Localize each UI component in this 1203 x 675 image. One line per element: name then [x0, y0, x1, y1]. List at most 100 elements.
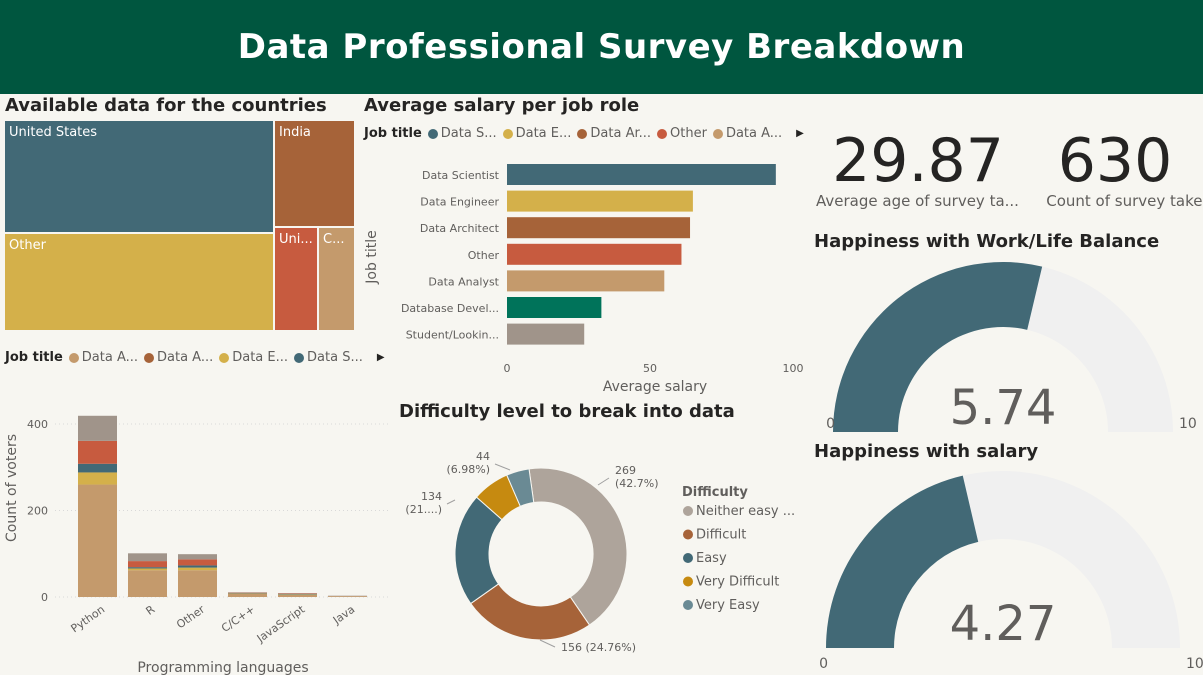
treemap-title: Available data for the countries — [5, 95, 327, 116]
kpi-average-age-value: 29.87 — [832, 126, 1004, 196]
salary-tick-label: 100 — [783, 362, 804, 375]
donut-percent-label: (21....) — [405, 503, 442, 516]
donut-legend-dot — [683, 506, 693, 516]
stacked-bar-segment — [328, 596, 367, 597]
salary-category-label: Data Analyst — [428, 275, 499, 288]
stacked-bar-segment — [78, 440, 117, 464]
treemap-cell-india[interactable]: India — [274, 120, 355, 227]
legend-dot — [427, 128, 438, 139]
stacked-bar-chart: 0 200 400 Python R Other C/C++JavaScript Java Pr… — [4, 415, 390, 675]
gauge-value-label: 5.74 — [950, 380, 1057, 435]
stacked-bar-segment — [228, 593, 267, 597]
stacked-x-axis-title: Programming languages — [137, 660, 308, 675]
legend-label: Data E... — [515, 126, 572, 141]
salary-chart-title: Average salary per job role — [364, 95, 640, 116]
stacked-category-label: Python — [69, 603, 108, 636]
donut-legend-label: Very Easy — [696, 598, 760, 613]
donut-leader-line — [494, 463, 511, 471]
gauge-worklife-title: Happiness with Work/Life Balance — [814, 231, 1160, 252]
stacked-category-label: C/C++ — [219, 603, 257, 635]
legend-dot — [712, 128, 723, 139]
salary-category-label: Database Devel... — [401, 302, 499, 315]
legend-label: Data Ar... — [590, 126, 652, 141]
stacked-bar-segment — [178, 559, 217, 566]
gauge-fill — [826, 475, 979, 648]
gauge-max-label: 10 — [1179, 416, 1197, 432]
stacked-bar-segment — [128, 561, 167, 568]
salary-bar — [507, 323, 585, 345]
donut-value-label: 269 — [615, 464, 636, 477]
salary-y-axis-title: Job title — [364, 230, 380, 284]
stacked-bar-segment — [78, 472, 117, 485]
stacked-chart-legend: Job title Data A... Data A... Data E... … — [5, 350, 385, 365]
page-title: Data Professional Survey Breakdown — [237, 27, 966, 67]
stacked-bar-segment — [178, 554, 217, 560]
legend-item[interactable]: Data A... — [68, 350, 138, 365]
stacked-bar-segment — [178, 565, 217, 568]
stacked-category-label: R — [143, 603, 157, 618]
stacked-bar-segment — [78, 484, 117, 597]
stacked-category-label: Java — [330, 603, 357, 628]
legend-item[interactable]: Data S... — [294, 350, 363, 365]
gauge-min-label: 0 — [819, 656, 828, 672]
salary-bar-chart: Data Scientist Data Engineer Data Architec… — [364, 164, 804, 395]
stacked-bar-segment — [128, 553, 167, 562]
treemap-cell-c[interactable]: C... — [318, 227, 355, 331]
gauge-worklife: 5.74 0 10 — [826, 261, 1197, 435]
salary-category-label: Student/Lookin... — [406, 329, 499, 342]
gauge-salary: 4.27 0 10 — [819, 471, 1203, 672]
gauge-fill — [833, 261, 1043, 432]
legend-item[interactable]: Other — [657, 126, 707, 141]
stacked-tick-label: 0 — [41, 591, 48, 604]
donut-legend-label: Difficult — [696, 528, 746, 543]
legend-label: Data E... — [232, 350, 289, 365]
legend-item[interactable]: Data Ar... — [577, 126, 651, 141]
treemap-cell-other[interactable]: Other — [4, 233, 274, 331]
legend-item[interactable]: Data S... — [427, 126, 497, 141]
legend-item[interactable]: Data E... — [502, 126, 572, 141]
salary-bar — [507, 190, 693, 212]
stacked-bar-segment — [128, 567, 167, 569]
legend-dot — [577, 128, 588, 139]
treemap-cell-united-states[interactable]: United States — [4, 120, 274, 233]
legend-dot — [502, 128, 513, 139]
salary-category-label: Data Engineer — [420, 196, 499, 209]
donut-legend-dot — [683, 600, 693, 610]
legend-item[interactable]: Data A... — [712, 126, 783, 141]
legend-label: Data S... — [307, 350, 363, 365]
gauge-value-label: 4.27 — [950, 596, 1057, 652]
donut-legend-dot — [683, 576, 693, 587]
donut-legend-dot — [683, 553, 693, 563]
gauge-min-label: 0 — [826, 416, 835, 432]
stacked-y-axis-title: Count of voters — [4, 434, 20, 542]
legend-dot — [219, 352, 230, 363]
legend-next-arrow-icon[interactable]: ▶ — [796, 128, 804, 139]
treemap-cell-uni[interactable]: Uni... — [274, 227, 318, 331]
donut-slice — [506, 468, 535, 507]
legend-dot — [144, 352, 154, 363]
kpi-average-age-label: Average age of survey ta... — [816, 192, 1019, 210]
donut-legend-dot — [683, 529, 693, 540]
legend-label: Other — [670, 126, 707, 141]
salary-bar — [507, 270, 665, 292]
salary-bar — [507, 217, 691, 239]
gauge-salary-title: Happiness with salary — [814, 441, 1039, 462]
legend-dot — [68, 352, 79, 363]
donut-value-label: 44 — [476, 450, 490, 463]
donut-percent-label: (42.7%) — [615, 477, 659, 490]
salary-bar — [507, 164, 776, 185]
legend-title: Job title — [364, 126, 422, 141]
salary-category-label: Data Scientist — [422, 169, 500, 182]
legend-item[interactable]: Data E... — [219, 350, 288, 365]
salary-bar — [507, 243, 682, 265]
legend-item[interactable]: Data A... — [144, 350, 213, 365]
donut-slice — [528, 467, 628, 626]
legend-next-arrow-icon[interactable]: ▶ — [376, 352, 385, 363]
legend-dot — [657, 128, 668, 139]
donut-legend-label: Easy — [696, 551, 727, 566]
salary-chart-legend: Job title Data S... Data E... Data Ar...… — [364, 126, 804, 141]
stacked-bar-segment — [278, 594, 317, 597]
stacked-bar-segment — [78, 463, 117, 473]
legend-label: Data A... — [725, 126, 783, 141]
donut-legend-title: Difficulty — [682, 485, 748, 500]
